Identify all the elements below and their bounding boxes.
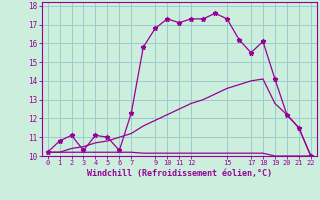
X-axis label: Windchill (Refroidissement éolien,°C): Windchill (Refroidissement éolien,°C) xyxy=(87,169,272,178)
